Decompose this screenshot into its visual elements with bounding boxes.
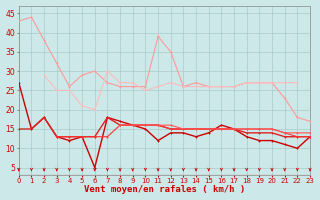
X-axis label: Vent moyen/en rafales ( km/h ): Vent moyen/en rafales ( km/h ) [84, 185, 245, 194]
